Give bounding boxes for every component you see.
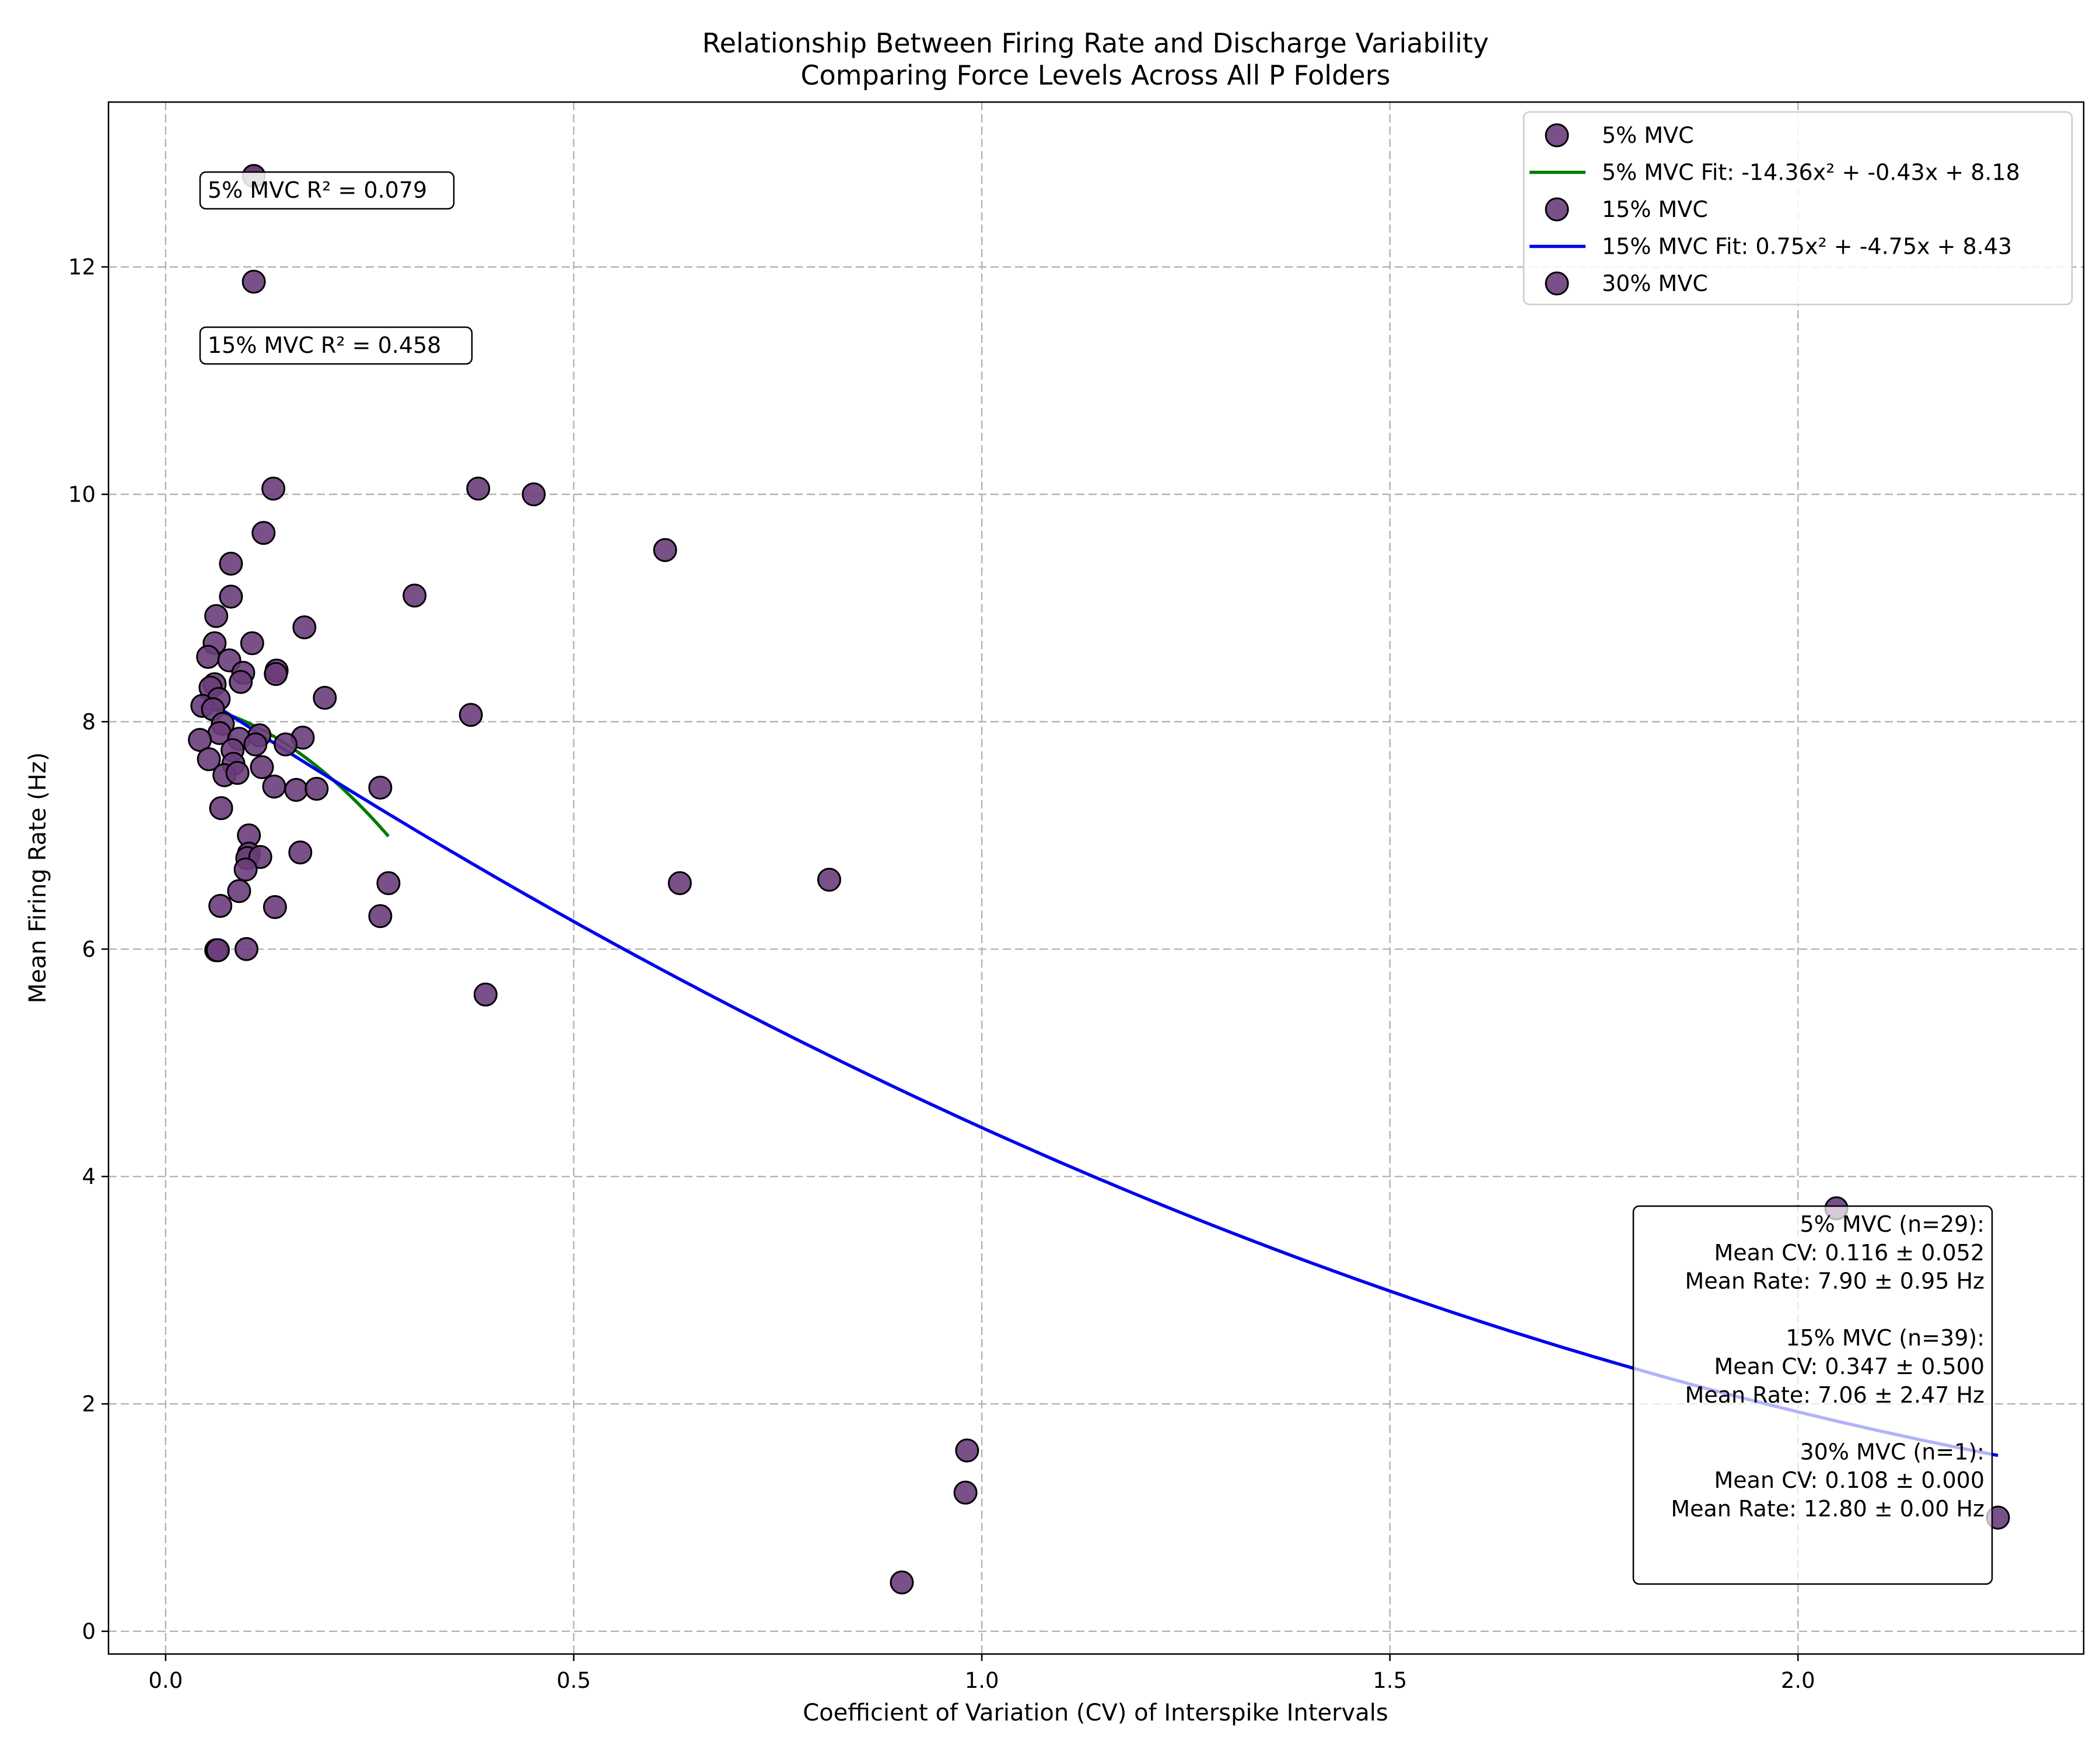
- data-point: [188, 728, 212, 752]
- data-point: [262, 775, 286, 799]
- r2-annotation-15: 15% MVC R² = 0.458: [199, 326, 473, 365]
- data-point: [284, 777, 309, 802]
- legend-frame: [1522, 111, 2073, 306]
- r2-text-15: 15% MVC R² = 0.458: [208, 332, 441, 358]
- data-point: [219, 584, 243, 609]
- data-point: [402, 583, 427, 608]
- axis-ticks: 0.0 0.5 1.0 1.5 2.0 0 2 4 6 8 10 12: [68, 255, 1815, 1693]
- legend-marker: [1545, 123, 1569, 148]
- data-point: [251, 521, 276, 545]
- data-point: [235, 937, 258, 961]
- y-tick-label: 10: [68, 482, 96, 507]
- data-point: [208, 893, 233, 918]
- stats-line: Mean Rate: 7.90 ± 0.95 Hz: [1685, 1269, 1985, 1294]
- x-tick-label: 0.0: [149, 1668, 183, 1693]
- data-point: [206, 938, 230, 962]
- data-point: [890, 1570, 914, 1595]
- data-point: [313, 686, 337, 710]
- stats-box: 5% MVC (n=29): Mean CV: 0.116 ± 0.052 Mean…: [1632, 1205, 1993, 1585]
- r2-box-15: [199, 326, 473, 365]
- data-point: [209, 796, 233, 821]
- x-tick-label: 1.5: [1373, 1668, 1407, 1693]
- data-point: [459, 703, 483, 727]
- stats-line: 5% MVC (n=29):: [1800, 1211, 1985, 1237]
- data-point: [953, 1480, 978, 1505]
- x-tick-label: 2.0: [1781, 1668, 1815, 1693]
- y-tick-label: 6: [82, 937, 96, 962]
- legend: 5% MVC 5% MVC Fit: -14.36x² + -0.43x + 8.…: [1522, 111, 2073, 306]
- data-point: [243, 732, 268, 756]
- r2-box-5: [199, 171, 455, 210]
- stats-line: 15% MVC (n=39):: [1786, 1325, 1985, 1351]
- data-point: [304, 777, 329, 801]
- y-tick-label: 4: [82, 1164, 96, 1189]
- y-tick-label: 2: [82, 1392, 96, 1417]
- legend-label: 15% MVC Fit: 0.75x² + -4.75x + 8.43: [1602, 234, 2012, 260]
- r2-text-5: 5% MVC R² = 0.079: [208, 177, 427, 203]
- x-axis-label: Coefficient of Variation (CV) of Intersp…: [803, 1700, 1388, 1726]
- x-tick-label: 1.0: [965, 1668, 999, 1693]
- stats-line: Mean CV: 0.108 ± 0.000: [1714, 1467, 1985, 1493]
- data-point: [288, 840, 313, 865]
- plot-frame: [107, 101, 2085, 1655]
- data-point: [473, 982, 498, 1007]
- data-point: [955, 1438, 979, 1463]
- legend-label: 30% MVC: [1602, 271, 1708, 296]
- y-tick-label: 8: [82, 709, 96, 734]
- data-point: [250, 755, 274, 779]
- chart-title: Relationship Between Firing Rate and Dis…: [702, 27, 1489, 59]
- data-point: [274, 732, 298, 756]
- stats-box-frame: [1632, 1205, 1993, 1585]
- legend-marker: [1545, 271, 1569, 296]
- stats-line: Mean Rate: 12.80 ± 0.00 Hz: [1671, 1496, 1985, 1522]
- legend-label: 5% MVC: [1602, 122, 1694, 148]
- legend-label: 5% MVC Fit: -14.36x² + -0.43x + 8.18: [1602, 160, 2020, 185]
- data-point: [261, 476, 286, 501]
- stats-line: Mean CV: 0.116 ± 0.052: [1714, 1240, 1985, 1266]
- data-point: [229, 670, 253, 694]
- data-point: [196, 644, 220, 669]
- stats-line: Mean Rate: 7.06 ± 2.47 Hz: [1685, 1382, 1985, 1408]
- data-point: [233, 857, 258, 882]
- chart-subtitle: Comparing Force Levels Across All P Fold…: [801, 59, 1391, 91]
- data-point: [197, 747, 221, 772]
- r2-annotation-5: 5% MVC R² = 0.079: [199, 171, 455, 210]
- stats-line: Mean CV: 0.347 ± 0.500: [1714, 1354, 1985, 1379]
- stats-line: 30% MVC (n=1):: [1800, 1439, 1985, 1464]
- data-point: [817, 867, 841, 892]
- data-point: [204, 604, 229, 628]
- data-point: [376, 871, 401, 895]
- data-point: [653, 538, 677, 562]
- y-tick-label: 0: [82, 1619, 96, 1644]
- data-point: [240, 631, 264, 656]
- data-point: [227, 879, 251, 903]
- data-point: [667, 871, 692, 895]
- data-point: [368, 904, 393, 928]
- data-point: [219, 552, 243, 576]
- data-point: [466, 476, 491, 501]
- legend-label: 15% MVC: [1602, 197, 1708, 222]
- data-point: [522, 482, 546, 507]
- data-points: [188, 164, 2010, 1595]
- data-point: [264, 662, 288, 686]
- data-point: [242, 269, 266, 294]
- legend-marker: [1545, 197, 1569, 222]
- y-tick-label: 12: [68, 255, 96, 280]
- data-point: [368, 776, 393, 800]
- y-axis-label: Mean Firing Rate (Hz): [24, 752, 51, 1004]
- data-point: [292, 615, 317, 640]
- data-point: [225, 761, 250, 785]
- data-point: [262, 895, 287, 919]
- x-tick-label: 0.5: [556, 1668, 591, 1693]
